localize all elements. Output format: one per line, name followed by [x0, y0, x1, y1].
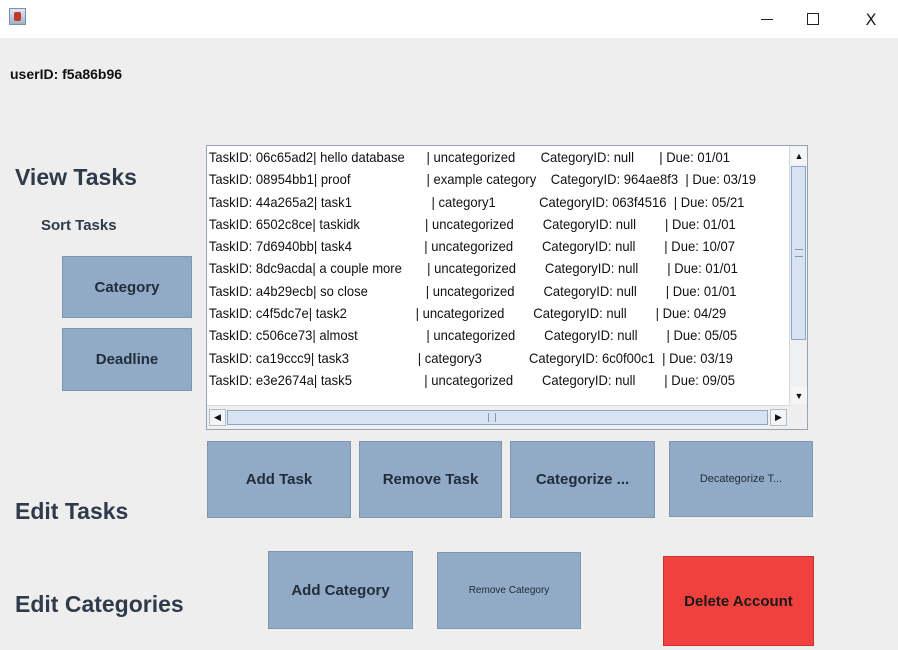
task-list-item[interactable]: TaskID: 44a265a2| task1 | category1 Cate… — [208, 193, 745, 210]
task-list[interactable]: TaskID: 06c65ad2| hello database | uncat… — [206, 145, 808, 430]
task-list-item[interactable]: TaskID: 8dc9acda| a couple more | uncate… — [208, 260, 738, 277]
add-category-button[interactable]: Add Category — [268, 551, 413, 629]
sort-tasks-label: Sort Tasks — [41, 217, 117, 234]
delete-account-button[interactable]: Delete Account — [663, 556, 814, 646]
scroll-left-arrow-icon[interactable]: ◀ — [209, 409, 226, 426]
vertical-scroll-thumb[interactable] — [791, 166, 806, 340]
user-id-label: userID: f5a86b96 — [10, 66, 123, 82]
task-list-item[interactable]: TaskID: 08954bb1| proof | example catego… — [208, 171, 757, 188]
task-list-item[interactable]: TaskID: c506ce73| almost | uncategorized… — [208, 327, 738, 344]
categorize-task-button[interactable]: Categorize ... — [510, 441, 655, 518]
task-list-item[interactable]: TaskID: ca19ccc9| task3 | category3 Cate… — [208, 349, 733, 366]
task-list-viewport: TaskID: 06c65ad2| hello database | uncat… — [207, 146, 790, 405]
scroll-down-arrow-icon[interactable]: ▼ — [791, 387, 807, 404]
sort-deadline-button[interactable]: Deadline — [62, 328, 192, 391]
scroll-up-arrow-icon[interactable]: ▲ — [791, 147, 807, 164]
horizontal-scroll-thumb[interactable] — [227, 410, 768, 425]
grip-icon — [795, 249, 803, 257]
scroll-right-arrow-icon[interactable]: ▶ — [770, 409, 787, 426]
view-tasks-heading: View Tasks — [15, 164, 137, 190]
decategorize-task-button[interactable]: Decategorize T... — [669, 441, 813, 517]
add-task-button[interactable]: Add Task — [207, 441, 351, 518]
minimize-icon — [761, 18, 773, 20]
remove-task-button[interactable]: Remove Task — [359, 441, 502, 518]
horizontal-scrollbar[interactable]: ◀ ▶ — [207, 405, 790, 429]
task-list-item[interactable]: TaskID: e3e2674a| task5 | uncategorized … — [208, 371, 736, 388]
remove-category-button[interactable]: Remove Category — [437, 552, 581, 629]
scroll-corner — [789, 405, 807, 429]
task-list-item[interactable]: TaskID: 6502c8ce| taskidk | uncategorize… — [208, 215, 736, 232]
edit-tasks-heading: Edit Tasks — [15, 498, 129, 524]
vertical-scrollbar[interactable]: ▲ ▼ — [789, 146, 807, 405]
minimize-button[interactable] — [744, 0, 790, 38]
maximize-button[interactable] — [790, 0, 836, 38]
task-list-item[interactable]: TaskID: 7d6940bb| task4 | uncategorized … — [208, 238, 736, 255]
java-cup-icon — [9, 8, 26, 25]
grip-icon — [488, 413, 496, 422]
task-list-item[interactable]: TaskID: a4b29ecb| so close | uncategoriz… — [208, 282, 737, 299]
sort-category-button[interactable]: Category — [62, 256, 192, 318]
title-bar: X — [0, 0, 898, 38]
close-icon: X — [865, 9, 877, 29]
edit-categories-heading: Edit Categories — [15, 591, 184, 617]
task-list-item[interactable]: TaskID: c4f5dc7e| task2 | uncategorized … — [208, 305, 727, 322]
maximize-icon — [807, 13, 819, 25]
close-button[interactable]: X — [848, 0, 894, 38]
task-list-item[interactable]: TaskID: 06c65ad2| hello database | uncat… — [208, 149, 730, 165]
